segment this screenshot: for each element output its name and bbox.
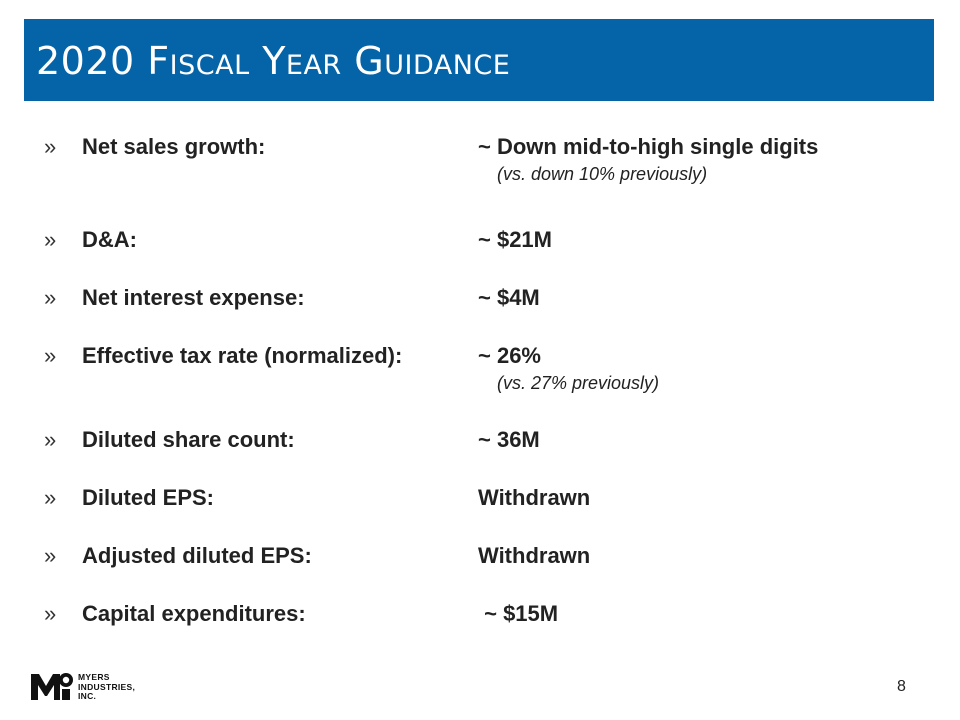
guidance-value: Withdrawn	[478, 543, 591, 568]
guidance-value: Withdrawn	[478, 485, 591, 510]
bullet-marker: »	[44, 601, 57, 626]
guidance-row: » Net sales growth: ~ Down mid-to-high s…	[0, 132, 960, 184]
guidance-value: ~ $15M	[478, 601, 559, 626]
guidance-value: ~ $21M	[478, 227, 552, 252]
logo-line: INC.	[78, 691, 97, 701]
guidance-label: Adjusted diluted EPS:	[82, 543, 312, 568]
title-text: 2020 Fiscal Year Guidance	[36, 39, 511, 83]
guidance-value: ~ 36M	[478, 427, 540, 452]
bullet-marker: »	[44, 134, 57, 159]
title-bar: 2020 Fiscal Year Guidance	[24, 19, 934, 101]
guidance-row: » Net interest expense: ~ $4M	[0, 283, 960, 313]
guidance-row: » Diluted share count: ~ 36M	[0, 425, 960, 455]
bullet-marker: »	[44, 427, 57, 452]
guidance-value: ~ Down mid-to-high single digits	[478, 134, 819, 159]
page-number: 8	[897, 678, 906, 695]
guidance-note: (vs. 27% previously)	[497, 373, 660, 393]
logo-mark-icon	[31, 673, 73, 700]
guidance-label: Net interest expense:	[82, 285, 305, 310]
guidance-row: » Diluted EPS: Withdrawn	[0, 483, 960, 513]
guidance-note: (vs. down 10% previously)	[497, 164, 708, 184]
guidance-row: » D&A: ~ $21M	[0, 225, 960, 255]
logo-line: MYERS	[78, 672, 110, 682]
guidance-row: » Adjusted diluted EPS: Withdrawn	[0, 541, 960, 571]
guidance-label: Diluted share count:	[82, 427, 295, 452]
logo-line: INDUSTRIES,	[78, 681, 136, 692]
bullet-marker: »	[44, 485, 57, 510]
guidance-label: Capital expenditures:	[82, 601, 306, 626]
guidance-row: » Capital expenditures: ~ $15M	[0, 599, 960, 629]
page-title: 2020 Fiscal Year Guidance	[36, 39, 510, 83]
guidance-value: ~ 26%	[478, 343, 541, 368]
bullet-marker: »	[44, 343, 57, 368]
guidance-label: D&A:	[82, 227, 137, 252]
bullet-marker: »	[44, 227, 57, 252]
guidance-value: ~ $4M	[478, 285, 540, 310]
bullet-marker: »	[44, 285, 57, 310]
guidance-label: Net sales growth:	[82, 134, 266, 159]
bullet-marker: »	[44, 543, 57, 568]
guidance-label: Effective tax rate (normalized):	[82, 343, 403, 368]
guidance-row: » Effective tax rate (normalized): ~ 26%…	[0, 341, 960, 393]
company-logo: MYERS INDUSTRIES, INC.	[30, 670, 150, 706]
guidance-label: Diluted EPS:	[82, 485, 215, 510]
logo-wordmark: MYERS INDUSTRIES, INC.	[78, 672, 136, 702]
